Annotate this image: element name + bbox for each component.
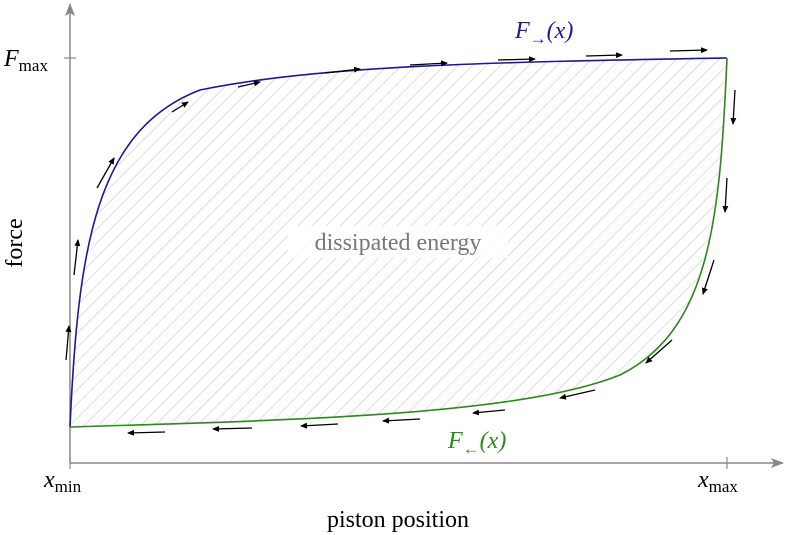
- curve-argument: (x): [480, 428, 507, 454]
- forward-curve: [69, 57, 728, 428]
- tick-subscript: min: [55, 477, 82, 496]
- y-tick-label: Fmax: [3, 46, 48, 75]
- curve-symbol: F: [514, 18, 530, 44]
- curve-argument: (x): [547, 18, 574, 44]
- forward-label: F→(x): [514, 18, 573, 48]
- backward-curve: [69, 57, 728, 428]
- backward-label: F←(x): [447, 428, 506, 458]
- tick-symbol: x: [43, 467, 55, 493]
- region-label: dissipated energy: [315, 230, 482, 256]
- x-axis-label: piston position: [327, 507, 469, 533]
- tick-symbol: x: [697, 467, 709, 493]
- y-axis-label: force: [2, 218, 28, 267]
- label-backdrop: [288, 226, 508, 258]
- curve-subscript: →: [530, 29, 547, 48]
- curve-subscript: ←: [463, 439, 480, 458]
- x-tick-label: xmin: [43, 467, 82, 496]
- direction-arrows: [65, 47, 737, 436]
- tick-subscript: max: [709, 477, 739, 496]
- curve-symbol: F: [447, 428, 463, 454]
- tick-subscript: max: [19, 56, 49, 75]
- x-tick-label: xmax: [697, 467, 738, 496]
- tick-symbol: F: [3, 46, 19, 72]
